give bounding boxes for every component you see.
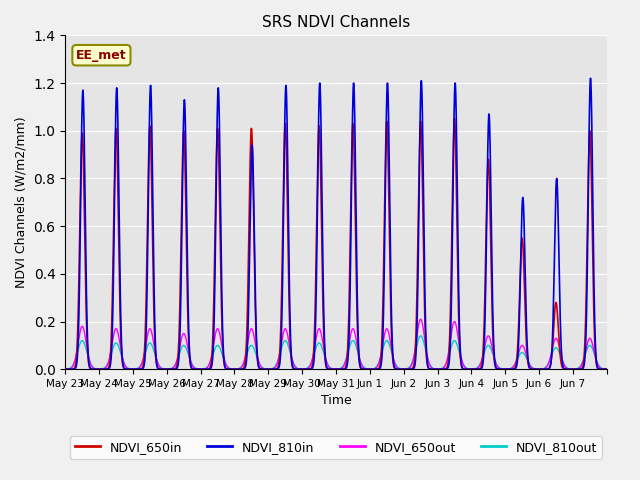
Y-axis label: NDVI Channels (W/m2/mm): NDVI Channels (W/m2/mm) — [15, 117, 28, 288]
Legend: NDVI_650in, NDVI_810in, NDVI_650out, NDVI_810out: NDVI_650in, NDVI_810in, NDVI_650out, NDV… — [70, 435, 602, 458]
X-axis label: Time: Time — [321, 395, 351, 408]
Title: SRS NDVI Channels: SRS NDVI Channels — [262, 15, 410, 30]
Text: EE_met: EE_met — [76, 48, 127, 62]
